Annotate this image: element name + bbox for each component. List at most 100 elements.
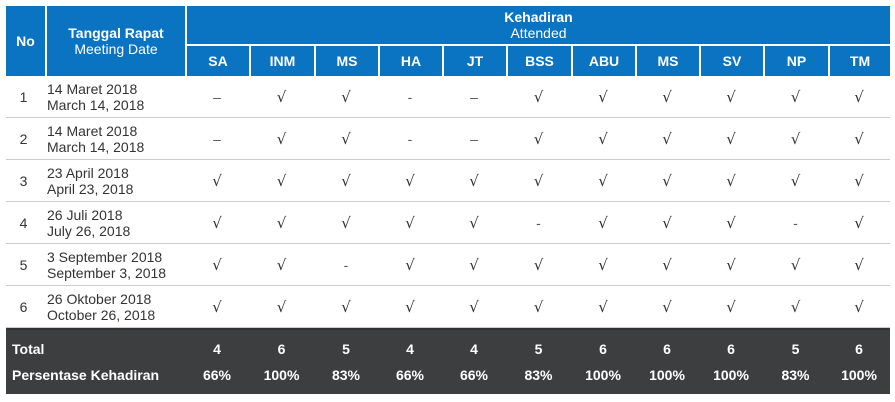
attendance-cell: √ — [506, 160, 571, 202]
attendance-cell: √ — [506, 286, 571, 328]
attendance-header: Kehadiran Attended — [185, 6, 890, 44]
table-row: 4 26 Juli 2018 July 26, 2018 √ √ √ √ √ - √ √ √ - √ — [6, 202, 890, 244]
absent-dash: – — [470, 88, 478, 105]
check-mark: √ — [533, 297, 544, 316]
attendance-header-en: Attended — [510, 25, 567, 41]
check-mark: √ — [662, 213, 672, 232]
meeting-date-cell: 26 Oktober 2018 October 26, 2018 — [45, 286, 185, 328]
member-code-header: JT — [442, 44, 506, 76]
absent-dash: - — [536, 214, 541, 231]
check-mark: √ — [341, 129, 351, 148]
meeting-date-header: Tanggal Rapat Meeting Date — [45, 6, 185, 76]
check-mark: √ — [790, 87, 801, 106]
attendance-cell: √ — [571, 244, 635, 286]
percent-value: 100% — [699, 362, 763, 394]
total-value: 6 — [699, 328, 763, 362]
check-mark: √ — [598, 171, 608, 190]
check-mark: √ — [854, 297, 864, 316]
attendance-cell: √ — [828, 202, 890, 244]
attendance-cell: √ — [699, 118, 763, 160]
attendance-cell: √ — [378, 160, 442, 202]
absent-dash: – — [213, 88, 221, 105]
attendance-cell: √ — [699, 160, 763, 202]
absent-dash: - — [407, 130, 413, 147]
percent-value: 83% — [314, 362, 378, 394]
row-number: 2 — [6, 118, 45, 160]
member-code-row: SA INM MS HA JT BSS ABU MS SV NP TM — [6, 44, 890, 76]
row-number: 6 — [6, 286, 45, 328]
attendance-cell: √ — [442, 160, 506, 202]
meeting-date-id: 26 Oktober 2018 — [47, 290, 152, 307]
check-mark: √ — [726, 129, 736, 148]
meeting-date-cell: 26 Juli 2018 July 26, 2018 — [45, 202, 185, 244]
check-mark: √ — [533, 255, 544, 274]
check-mark: √ — [854, 87, 864, 106]
attendance-cell: √ — [699, 202, 763, 244]
attendance-cell: √ — [635, 76, 699, 118]
attendance-cell: √ — [314, 160, 378, 202]
total-value: 6 — [571, 328, 635, 362]
attendance-cell: √ — [378, 244, 442, 286]
attendance-cell: √ — [571, 286, 635, 328]
check-mark: √ — [212, 297, 222, 316]
meeting-date-cell: 23 April 2018 April 23, 2018 — [45, 160, 185, 202]
meeting-date-cell: 14 Maret 2018 March 14, 2018 — [45, 118, 185, 160]
check-mark: √ — [212, 213, 222, 232]
percent-value: 100% — [635, 362, 699, 394]
attendance-cell: – — [185, 76, 249, 118]
meeting-date-en: March 14, 2018 — [47, 96, 145, 113]
attendance-cell: √ — [699, 286, 763, 328]
check-mark: √ — [662, 171, 672, 190]
table-row: 3 23 April 2018 April 23, 2018 √ √ √ √ √ √ √ √ √ √ √ — [6, 160, 890, 202]
attendance-cell: – — [442, 76, 506, 118]
check-mark: √ — [469, 213, 479, 232]
check-mark: √ — [854, 213, 864, 232]
attendance-cell: – — [442, 118, 506, 160]
attendance-table: No Tanggal Rapat Meeting Date Kehadiran … — [6, 6, 890, 394]
check-mark: √ — [341, 87, 351, 106]
member-code-header: HA — [378, 44, 442, 76]
attendance-cell: √ — [314, 118, 378, 160]
check-mark: √ — [405, 213, 415, 232]
attendance-cell: √ — [699, 76, 763, 118]
percent-value: 83% — [763, 362, 828, 394]
check-mark: √ — [533, 171, 544, 190]
attendance-cell: √ — [828, 118, 890, 160]
attendance-cell: √ — [249, 286, 314, 328]
attendance-cell: √ — [635, 286, 699, 328]
attendance-cell: √ — [571, 76, 635, 118]
check-mark: √ — [854, 129, 864, 148]
total-value: 4 — [378, 328, 442, 362]
table-row: 2 14 Maret 2018 March 14, 2018 – √ √ - – √ √ √ √ √ √ — [6, 118, 890, 160]
check-mark: √ — [662, 129, 672, 148]
member-code-header: MS — [635, 44, 699, 76]
total-label: Total — [6, 328, 185, 362]
absent-dash: – — [213, 130, 221, 147]
total-value: 4 — [442, 328, 506, 362]
check-mark: √ — [341, 297, 351, 316]
check-mark: √ — [790, 297, 801, 316]
check-mark: √ — [405, 171, 415, 190]
attendance-cell: √ — [314, 286, 378, 328]
attendance-cell: √ — [249, 244, 314, 286]
meeting-date-id: 14 Maret 2018 — [47, 80, 138, 97]
check-mark: √ — [405, 297, 415, 316]
row-number: 5 — [6, 244, 45, 286]
meeting-date-cell: 3 September 2018 September 3, 2018 — [45, 244, 185, 286]
check-mark: √ — [598, 255, 608, 274]
row-number: 4 — [6, 202, 45, 244]
meeting-date-id: 3 September 2018 — [47, 248, 163, 265]
check-mark: √ — [598, 213, 608, 232]
attendance-cell: - — [314, 244, 378, 286]
percent-value: 83% — [506, 362, 571, 394]
check-mark: √ — [276, 129, 287, 148]
total-value: 5 — [314, 328, 378, 362]
meeting-date-header-id: Tanggal Rapat — [68, 25, 164, 41]
percent-value: 100% — [571, 362, 635, 394]
attendance-cell: √ — [506, 118, 571, 160]
percent-value: 66% — [378, 362, 442, 394]
attendance-cell: √ — [249, 76, 314, 118]
check-mark: √ — [212, 171, 222, 190]
check-mark: √ — [790, 255, 801, 274]
